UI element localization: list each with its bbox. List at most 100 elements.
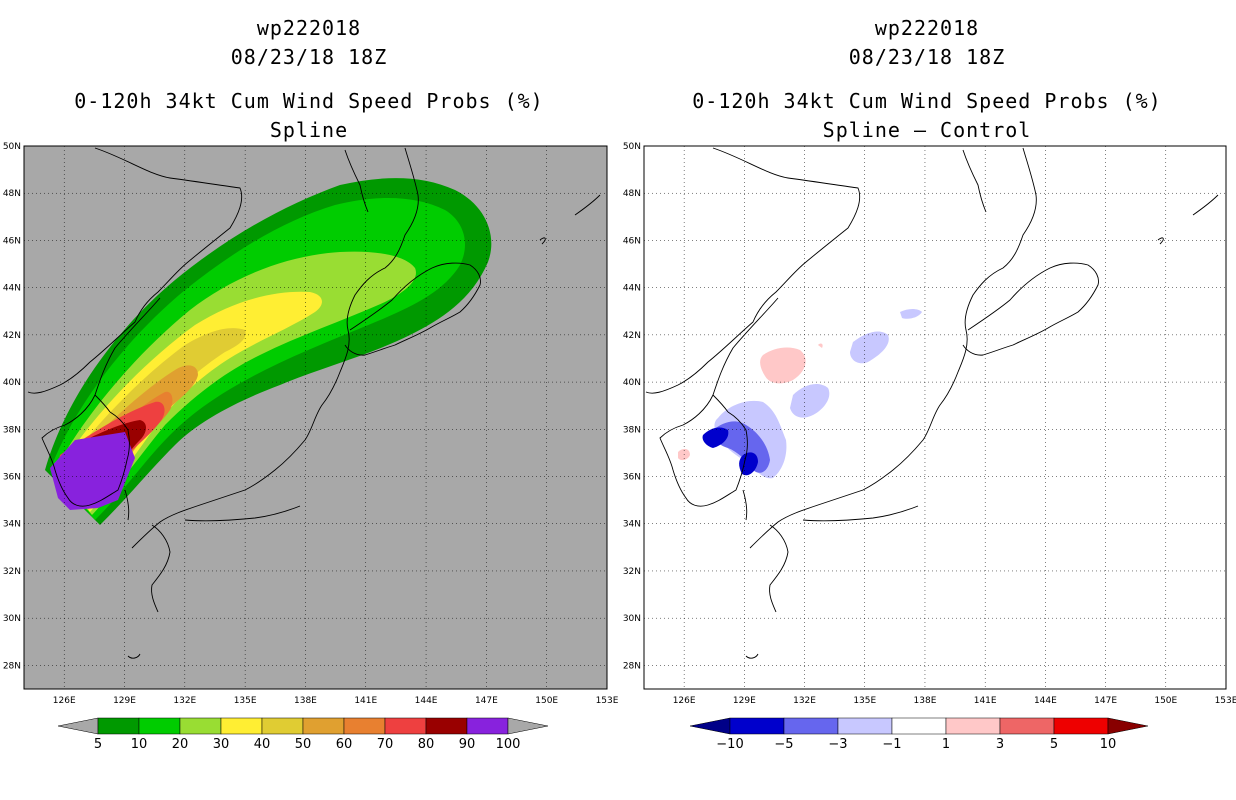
colorbar-segment (384, 717, 427, 735)
colorbar-label: 30 (213, 737, 230, 752)
left-datetime: 08/23/18 18Z (230, 45, 388, 69)
colorbar-segment (179, 717, 222, 735)
lat-tick-label: 42N (3, 331, 21, 341)
left-gridlines (24, 146, 607, 689)
lat-tick-label: 40N (3, 378, 21, 388)
neg-light-region-3 (850, 331, 889, 364)
colorbar-label: 90 (459, 737, 476, 752)
swath-20-30 (55, 251, 416, 516)
lat-tick-label: 30N (623, 614, 641, 624)
colorbar-segment (837, 717, 893, 735)
lat-tick-label: 36N (623, 473, 641, 483)
neg-dark-region-2 (739, 452, 758, 476)
lon-tick-label: 153E (1215, 696, 1236, 706)
colorbar-segment (425, 717, 468, 735)
colorbar-over-triangle (1107, 717, 1149, 735)
lat-tick-label: 28N (623, 661, 641, 671)
colorbar-label: −10 (716, 737, 743, 752)
lon-tick-label: 129E (113, 696, 136, 706)
lon-tick-label: 132E (793, 696, 816, 706)
colorbar-label: 10 (131, 737, 148, 752)
right-storm-id: wp222018 (874, 16, 980, 40)
lon-tick-label: 144E (415, 696, 438, 706)
lon-tick-label: 150E (1154, 696, 1177, 706)
lat-tick-label: 48N (3, 189, 21, 199)
colorbar-label: −5 (774, 737, 793, 752)
lat-tick-label: 34N (3, 520, 21, 530)
lat-tick-label: 46N (623, 236, 641, 246)
colorbar-over-triangle (507, 717, 549, 735)
colorbar-label: 80 (418, 737, 435, 752)
colorbar-under-triangle (57, 717, 99, 735)
lat-tick-label: 50N (623, 142, 641, 152)
right-map: 126E 129E 132E 135E 138E 141E 144E 147E 150E 153E… (623, 142, 1236, 752)
colorbar-label: 70 (377, 737, 394, 752)
lon-tick-label: 138E (294, 696, 317, 706)
left-lon-labels: 126E 129E 132E 135E 138E 141E 144E 147E 150E 153E (53, 696, 618, 706)
neg-dark-region (702, 427, 729, 448)
colorbar-label: 20 (172, 737, 189, 752)
colorbar-label: −3 (828, 737, 847, 752)
left-map: 126E 129E 132E 135E 138E 141E 144E 147E 150E 153E… (3, 142, 618, 752)
colorbar-segment (729, 717, 785, 735)
lon-tick-label: 147E (475, 696, 498, 706)
left-coastlines (27, 147, 601, 659)
colorbar-segment (97, 717, 140, 735)
lon-tick-label: 129E (733, 696, 756, 706)
right-map-frame (643, 145, 1227, 690)
colorbar-label: 1 (942, 737, 950, 752)
lat-tick-label: 38N (623, 425, 641, 435)
lat-tick-label: 38N (3, 425, 21, 435)
lat-tick-label: 28N (3, 661, 21, 671)
pos-light-region-3 (818, 343, 823, 348)
lon-tick-label: 138E (914, 696, 937, 706)
right-coastlines (645, 147, 1219, 659)
left-panel: wp222018 08/23/18 18Z 0-120h 34kt Cum Wi… (3, 16, 618, 752)
lat-tick-label: 32N (3, 567, 21, 577)
lat-tick-label: 40N (623, 378, 641, 388)
lon-tick-label: 144E (1034, 696, 1057, 706)
lat-tick-label: 48N (623, 189, 641, 199)
lat-tick-label: 44N (3, 284, 21, 294)
lon-tick-label: 141E (354, 696, 377, 706)
lon-tick-label: 126E (53, 696, 76, 706)
right-panel: wp222018 08/23/18 18Z 0-120h 34kt Cum Wi… (618, 0, 1236, 800)
colorbar-label: 5 (94, 737, 102, 752)
lon-tick-label: 135E (234, 696, 257, 706)
colorbar-segment (302, 717, 345, 735)
lon-tick-label: 153E (596, 696, 618, 706)
colorbar-label: 5 (1050, 737, 1058, 752)
neg-light-region-4 (900, 309, 922, 319)
colorbar-under-triangle (689, 717, 731, 735)
colorbar-segment (945, 717, 1001, 735)
right-lon-labels: 126E 129E 132E 135E 138E 141E 144E 147E 150E 153E (673, 696, 1236, 706)
colorbar-label: 3 (996, 737, 1004, 752)
colorbar-label: 50 (295, 737, 312, 752)
colorbar-segment (783, 717, 839, 735)
right-subtitle: Spline – Control (822, 118, 1032, 142)
pos-light-region (760, 347, 806, 384)
left-probability-swath (45, 178, 492, 525)
right-lat-labels: 28N 30N 32N 34N 36N 38N 40N 42N 44N 46N 48N 50N (623, 142, 641, 671)
colorbar-label: 100 (496, 737, 521, 752)
lon-tick-label: 147E (1094, 696, 1117, 706)
lat-tick-label: 50N (3, 142, 21, 152)
colorbar-label: −1 (882, 737, 901, 752)
colorbar-segment (220, 717, 263, 735)
lon-tick-label: 132E (173, 696, 196, 706)
lat-tick-label: 46N (3, 236, 21, 246)
colorbar-segment (466, 717, 509, 735)
right-product-title: 0-120h 34kt Cum Wind Speed Probs (%) (692, 89, 1162, 113)
swath-90-100 (50, 432, 135, 510)
colorbar-segment (343, 717, 386, 735)
lat-tick-label: 42N (623, 331, 641, 341)
left-map-frame (23, 145, 608, 690)
colorbar-segment (1053, 717, 1109, 735)
lat-tick-label: 44N (623, 284, 641, 294)
left-storm-id: wp222018 (256, 16, 362, 40)
colorbar-segment (999, 717, 1055, 735)
lon-tick-label: 126E (673, 696, 696, 706)
lon-tick-label: 141E (974, 696, 997, 706)
left-product-title: 0-120h 34kt Cum Wind Speed Probs (%) (74, 89, 544, 113)
left-colorbar: 5 10 20 30 40 50 60 70 80 90 100 (57, 717, 549, 752)
